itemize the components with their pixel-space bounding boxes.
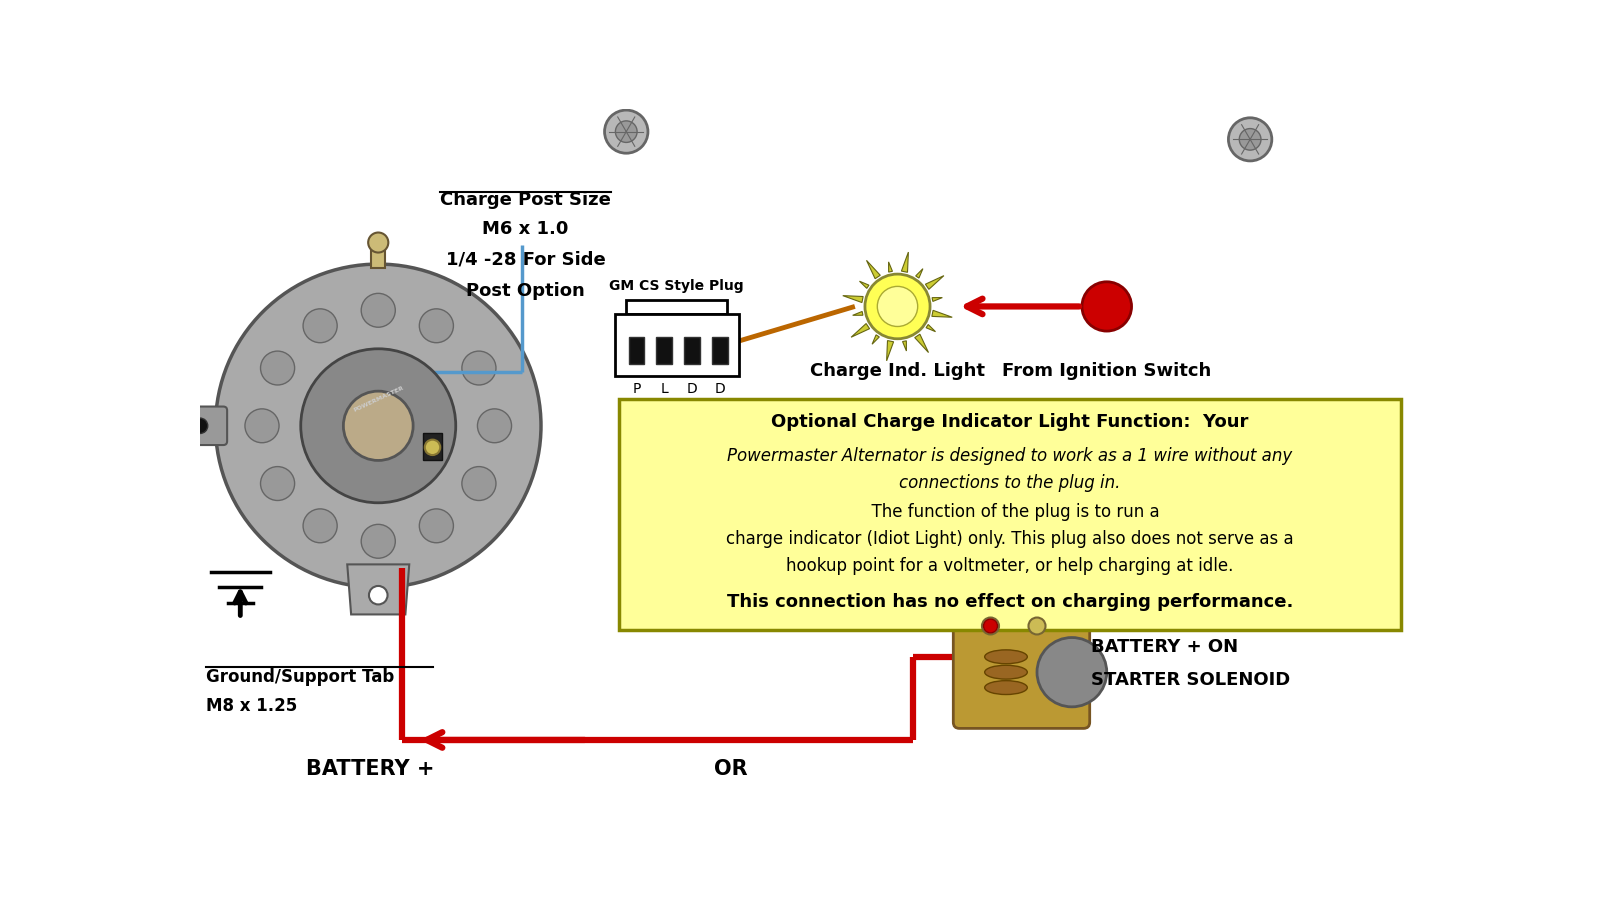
Circle shape [984,619,997,633]
Ellipse shape [984,681,1027,694]
Polygon shape [888,261,893,272]
Circle shape [419,309,453,343]
Bar [656,337,672,364]
Circle shape [245,409,278,443]
Text: GM CS Style Plug: GM CS Style Plug [610,279,744,292]
Polygon shape [925,276,944,290]
Text: D: D [715,382,725,396]
Polygon shape [926,324,936,332]
Circle shape [216,264,541,588]
Text: Powermaster Alternator is designed to work as a 1 wire without any: Powermaster Alternator is designed to wo… [728,446,1293,465]
Polygon shape [851,323,869,337]
Circle shape [362,293,395,327]
Circle shape [1082,281,1131,331]
FancyBboxPatch shape [181,406,227,445]
Text: M6 x 1.0: M6 x 1.0 [482,220,568,238]
Polygon shape [843,296,862,302]
Circle shape [982,618,998,634]
Text: Optional Charge Indicator Light Function:  Your: Optional Charge Indicator Light Function… [771,413,1248,431]
Text: The function of the plug is to run a: The function of the plug is to run a [861,503,1158,521]
Bar [619,399,1402,630]
FancyBboxPatch shape [954,616,1090,729]
Polygon shape [886,341,893,361]
Bar [371,241,386,268]
Text: Charge Ind. Light: Charge Ind. Light [810,362,986,380]
Circle shape [1229,118,1272,161]
Circle shape [462,351,496,385]
Bar [685,337,699,364]
Polygon shape [853,312,862,315]
Bar [629,337,645,364]
Circle shape [462,466,496,500]
Text: Post Option: Post Option [466,281,586,300]
Text: OR: OR [714,759,747,779]
Polygon shape [867,261,880,279]
Text: hookup point for a voltmeter, or help charging at idle.: hookup point for a voltmeter, or help ch… [786,557,1234,575]
Circle shape [370,586,387,604]
Text: L: L [661,382,669,396]
Text: This connection has no effect on charging performance.: This connection has no effect on chargin… [726,593,1293,611]
Bar [422,434,442,460]
Text: Charge Post Size: Charge Post Size [440,191,611,209]
Text: From Ignition Switch: From Ignition Switch [1002,362,1211,380]
Circle shape [1037,638,1107,707]
Circle shape [866,274,930,339]
Polygon shape [859,281,869,289]
Bar [626,301,726,314]
Circle shape [302,509,338,543]
Circle shape [261,351,294,385]
Text: STARTER SOLENOID: STARTER SOLENOID [1091,670,1291,689]
Polygon shape [915,334,928,353]
Text: M8 x 1.25: M8 x 1.25 [206,697,298,715]
Circle shape [302,309,338,343]
Bar [712,337,728,364]
Text: BATTERY +: BATTERY + [306,759,435,779]
Polygon shape [902,341,907,351]
Circle shape [1240,128,1261,150]
Text: connections to the plug in.: connections to the plug in. [899,475,1120,492]
Circle shape [261,466,294,500]
Ellipse shape [984,665,1027,679]
Polygon shape [872,335,880,344]
Circle shape [419,509,453,543]
Text: POWERMASTER: POWERMASTER [352,385,405,413]
Circle shape [424,440,440,456]
Circle shape [368,232,389,252]
Circle shape [605,110,648,153]
Circle shape [192,418,208,434]
Circle shape [877,286,918,326]
Polygon shape [901,252,909,272]
Polygon shape [933,298,942,302]
Polygon shape [915,269,923,278]
Circle shape [477,409,512,443]
Text: Ground/Support Tab: Ground/Support Tab [206,669,395,686]
Ellipse shape [984,650,1027,664]
Circle shape [616,121,637,142]
Bar [614,314,739,375]
Text: 1/4 -28 For Side: 1/4 -28 For Side [446,251,605,269]
Polygon shape [931,311,952,317]
Text: BATTERY + ON: BATTERY + ON [1091,638,1238,656]
Circle shape [1029,618,1045,634]
Text: P: P [632,382,640,396]
Text: charge indicator (Idiot Light) only. This plug also does not serve as a: charge indicator (Idiot Light) only. Thi… [726,529,1294,548]
Text: D: D [686,382,698,396]
Circle shape [301,349,456,503]
Circle shape [344,391,413,460]
Circle shape [362,525,395,558]
Polygon shape [347,565,410,614]
